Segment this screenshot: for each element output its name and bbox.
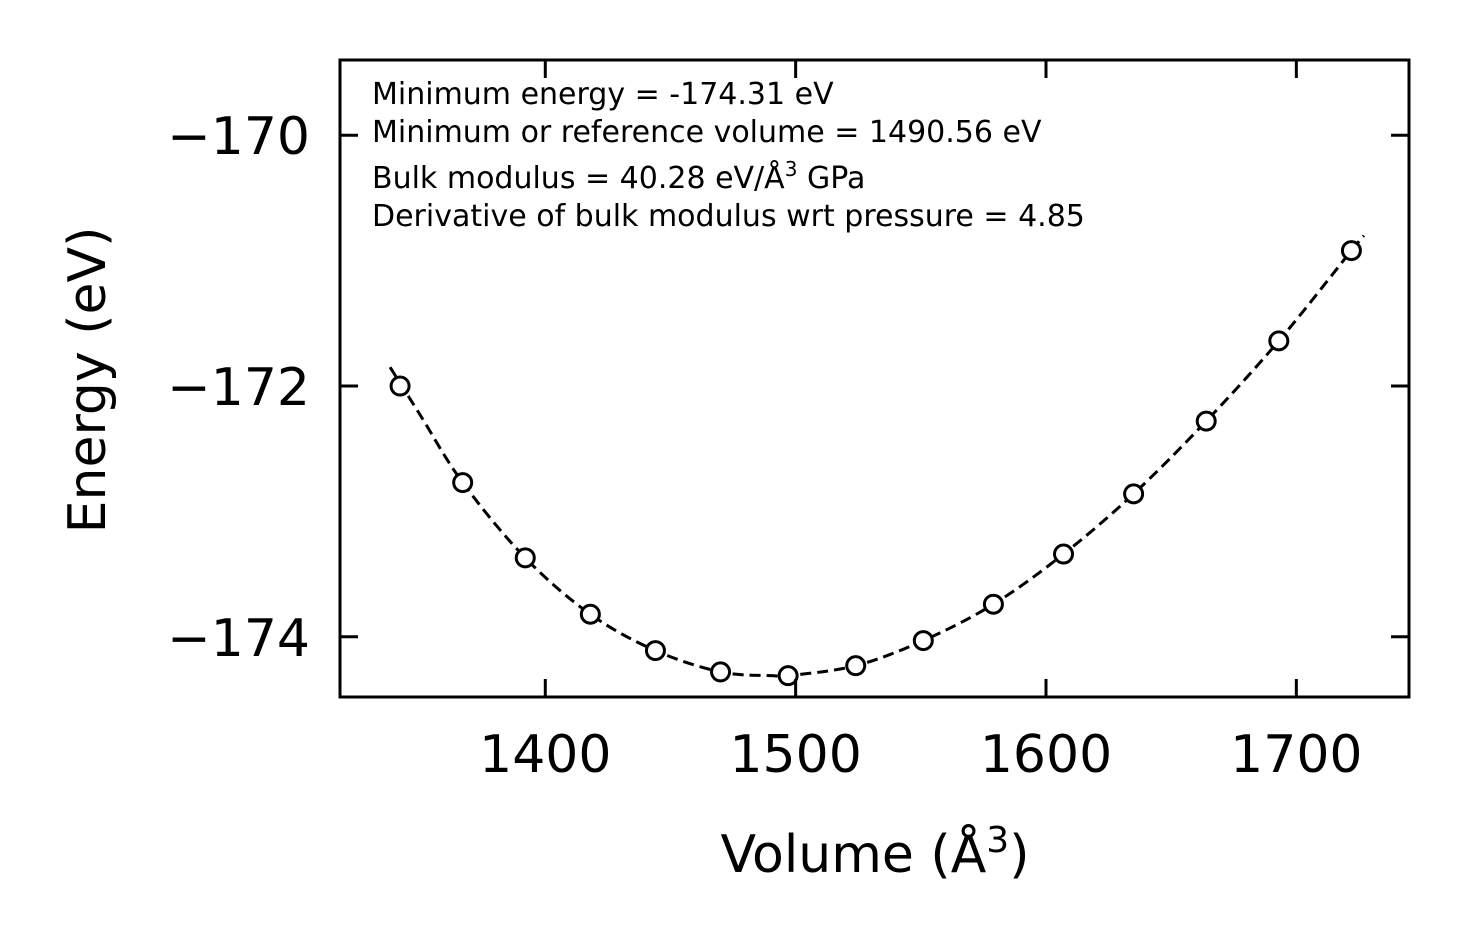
x-tick-label: 1700 — [1230, 725, 1362, 785]
x-tick-label: 1500 — [729, 725, 861, 785]
data-point — [777, 665, 799, 687]
data-point — [710, 661, 732, 683]
annotation-min-energy: Minimum energy = -174.31 eV — [372, 77, 834, 112]
data-point — [845, 655, 867, 677]
y-tick-label: −174 — [167, 609, 310, 669]
x-axis-title-main: Volume (Å — [721, 823, 987, 885]
data-point — [389, 375, 411, 397]
data-points-layer — [389, 240, 1362, 687]
data-point — [1053, 543, 1075, 565]
y-axis-title: Energy (eV) — [58, 227, 118, 534]
annotation-min-volume: Minimum or reference volume = 1490.56 eV — [372, 115, 1042, 150]
data-point — [579, 603, 601, 625]
annotation-bulk-modulus-main: Bulk modulus = 40.28 eV/Å — [372, 160, 785, 196]
fit-curve-line — [388, 234, 1366, 679]
fit-parameters-annotation: Minimum energy = -174.31 eV Minimum or r… — [372, 77, 1085, 234]
data-point — [1123, 483, 1145, 505]
x-tick-label: 1400 — [479, 725, 611, 785]
annotation-bulk-modulus-suffix: GPa — [797, 161, 865, 196]
axis-ticks: 1400 1500 1600 1700 −170 −172 −174 — [167, 60, 1409, 785]
x-axis-title-suffix: ) — [1009, 825, 1029, 885]
data-point — [644, 640, 666, 662]
x-axis-title: Volume (Å3) — [721, 820, 1030, 885]
y-tick-label: −172 — [167, 358, 310, 418]
fit-curve-layer — [388, 234, 1366, 679]
x-tick-label: 1600 — [980, 725, 1112, 785]
plot-frame — [338, 58, 1411, 699]
data-point — [452, 472, 474, 494]
data-point — [982, 593, 1004, 615]
data-point — [1195, 410, 1217, 432]
x-axis-title-sup: 3 — [986, 820, 1009, 861]
annotation-bulk-modulus-derivative: Derivative of bulk modulus wrt pressure … — [372, 199, 1085, 234]
data-point — [912, 630, 934, 652]
data-point — [514, 547, 536, 569]
annotation-bulk-modulus: Bulk modulus = 40.28 eV/Å3 GPa — [372, 157, 865, 196]
data-point — [1340, 240, 1362, 262]
annotation-bulk-modulus-sup: 3 — [785, 157, 798, 181]
data-point — [1268, 330, 1290, 352]
y-tick-label: −170 — [167, 107, 310, 167]
